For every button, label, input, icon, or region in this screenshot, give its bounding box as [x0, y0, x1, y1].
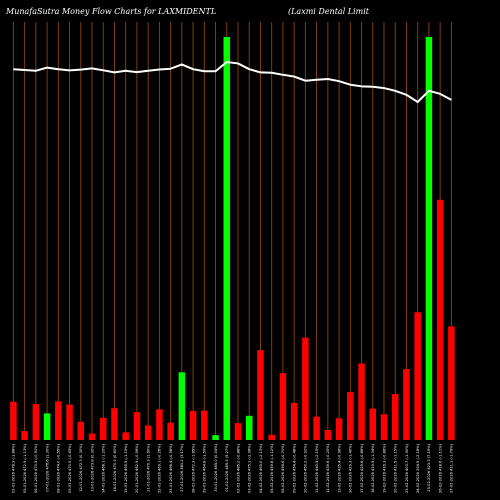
- volume-bar: [358, 363, 365, 440]
- volume-bar: [43, 413, 51, 440]
- x-tick-label: 11-02-2026 440.5 (-2.15%): [315, 443, 319, 493]
- x-tick-label: 24-02-2026 394.9 (-2.18%): [416, 443, 420, 493]
- volume-bar: [122, 432, 129, 440]
- x-tick-label: 23-01-2026 466.4 (-0.58%): [169, 443, 173, 493]
- x-tick-label: 17-02-2026 425.6 (-0.86%): [360, 443, 364, 493]
- volume-bar: [448, 326, 455, 440]
- x-tick-label: 20-02-2026 411.5 (-1.15%): [394, 443, 398, 493]
- x-tick-label: 23-02-2026 403.7 (-1.90%): [405, 443, 409, 493]
- volume-bar: [111, 408, 118, 440]
- volume-bar: [324, 429, 332, 440]
- x-tick-label: 13-01-2026 473.8 (0.32%): [90, 443, 94, 491]
- x-tick-label: 03-02-2026 475.1 (-2.08%): [248, 443, 252, 493]
- volume-bar: [290, 402, 298, 440]
- volume-bar: [414, 312, 421, 440]
- volume-bar: [257, 350, 264, 440]
- volume-bar: [347, 392, 354, 440]
- volume-bar: [403, 369, 410, 440]
- volume-bar: [77, 421, 85, 440]
- volume-bar: [234, 423, 242, 440]
- volume-bar: [178, 372, 186, 440]
- volume-bar: [88, 433, 96, 440]
- x-tick-label: 25-02-2026 423.3 (7.19%): [427, 443, 431, 491]
- x-tick-label: 26-02-2026 418.6 (-1.11%): [438, 443, 442, 493]
- x-tick-label: 09-02-2026 454.4 (-0.48%): [292, 443, 296, 493]
- volume-bar: [313, 416, 320, 440]
- volume-bar: [201, 410, 208, 440]
- volume-bar: [133, 412, 141, 440]
- x-tick-label: 30-01-2026 465.0 (0.04%): [214, 443, 218, 491]
- x-tick-label: 19-01-2026 465.5 (-1.15%): [124, 443, 128, 493]
- volume-bar: [99, 417, 107, 440]
- x-tick-label: 27-02-2026 411.1 (-1.79%): [450, 443, 454, 493]
- x-tick-label: 21-01-2026 470.3 (1.60%): [146, 443, 150, 491]
- x-tick-label: 14-01-2026 468.1 (-1.20%): [102, 443, 106, 493]
- x-tick-label: 06-02-2026 456.6 (-0.70%): [281, 443, 285, 493]
- volume-bar: [212, 435, 219, 440]
- x-tick-label: 12-02-2026 439.6 (-0.20%): [326, 443, 330, 493]
- x-tick-label: 09-01-2026 470.9 (-0.65%): [68, 443, 72, 493]
- x-tick-label: 22-01-2026 469.1 (-0.26%): [158, 443, 162, 493]
- volume-bar: [32, 404, 40, 440]
- volume-bar: [380, 414, 388, 440]
- volume-bar: [335, 418, 343, 440]
- x-tick-label: 02-02-2026 485.2 (-0.88%): [236, 443, 240, 493]
- x-tick-label: 18-02-2026 419.9 (-1.34%): [371, 443, 375, 493]
- volume-bar: [21, 431, 28, 440]
- x-tick-label: 16-01-2026 470.9 (0.60%): [113, 443, 117, 491]
- volume-bar: [223, 37, 231, 440]
- volume-bar: [436, 199, 444, 440]
- chart-subtitle: (Laxmi Dental Limit: [288, 7, 370, 16]
- x-axis-labels: 02-01-2026 478.3 (-1.88%) 05-01-2026 472.…: [12, 443, 454, 493]
- x-tick-label: 13-02-2026 435.4 (-0.96%): [337, 443, 341, 493]
- x-tick-label: 08-01-2026 474.0 (-0.55%): [57, 443, 61, 493]
- volume-bar: [245, 415, 253, 440]
- volume-bar: [167, 422, 174, 440]
- volume-bar: [369, 408, 377, 440]
- x-tick-label: 05-02-2026 459.8 (-1.12%): [270, 443, 274, 493]
- volume-bar: [10, 401, 17, 440]
- volume-bar: [156, 409, 163, 440]
- x-tick-label: 20-01-2026 462.9 (-0.56%): [135, 443, 139, 493]
- x-tick-label: 10-02-2026 450.2 (-0.92%): [304, 443, 308, 493]
- chart-title: MunafaSutra Money Flow Charts for LAXMID…: [5, 7, 216, 16]
- x-tick-label: 06-01-2026 470.5 (-0.51%): [34, 443, 38, 493]
- x-tick-label: 05-01-2026 472.9 (-1.13%): [23, 443, 27, 493]
- volume-bar: [425, 37, 433, 440]
- x-tick-label: 28-01-2026 472.3 (-1.85%): [191, 443, 195, 493]
- x-tick-label: 29-01-2026 464.8 (-1.59%): [203, 443, 207, 493]
- volume-bars: [10, 37, 455, 440]
- volume-bar: [144, 425, 152, 440]
- volume-bar: [391, 394, 399, 440]
- price-line: [13, 61, 452, 103]
- volume-bar: [66, 404, 73, 440]
- volume-bar: [55, 401, 62, 440]
- price-line-layer: [13, 61, 452, 103]
- volume-bar: [302, 337, 309, 440]
- x-tick-label: 16-02-2026 429.3 (-1.40%): [349, 443, 353, 493]
- volume-bar: [189, 410, 197, 440]
- volume-bar: [268, 434, 275, 440]
- x-tick-label: 07-01-2026 476.6 (1.30%): [45, 443, 49, 491]
- x-tick-label: 02-01-2026 478.3 (-1.88%): [12, 443, 16, 493]
- x-tick-label: 27-01-2026 481.2 (3.17%): [180, 443, 184, 491]
- x-tick-label: 12-01-2026 472.3 (0.30%): [79, 443, 83, 491]
- x-tick-label: 01-02-2026 489.5 (5.27%): [225, 443, 229, 491]
- x-tick-label: 19-02-2026 416.3 (-0.86%): [382, 443, 386, 493]
- volume-bar: [279, 373, 287, 440]
- x-tick-label: 04-02-2026 465.0 (-2.13%): [259, 443, 263, 493]
